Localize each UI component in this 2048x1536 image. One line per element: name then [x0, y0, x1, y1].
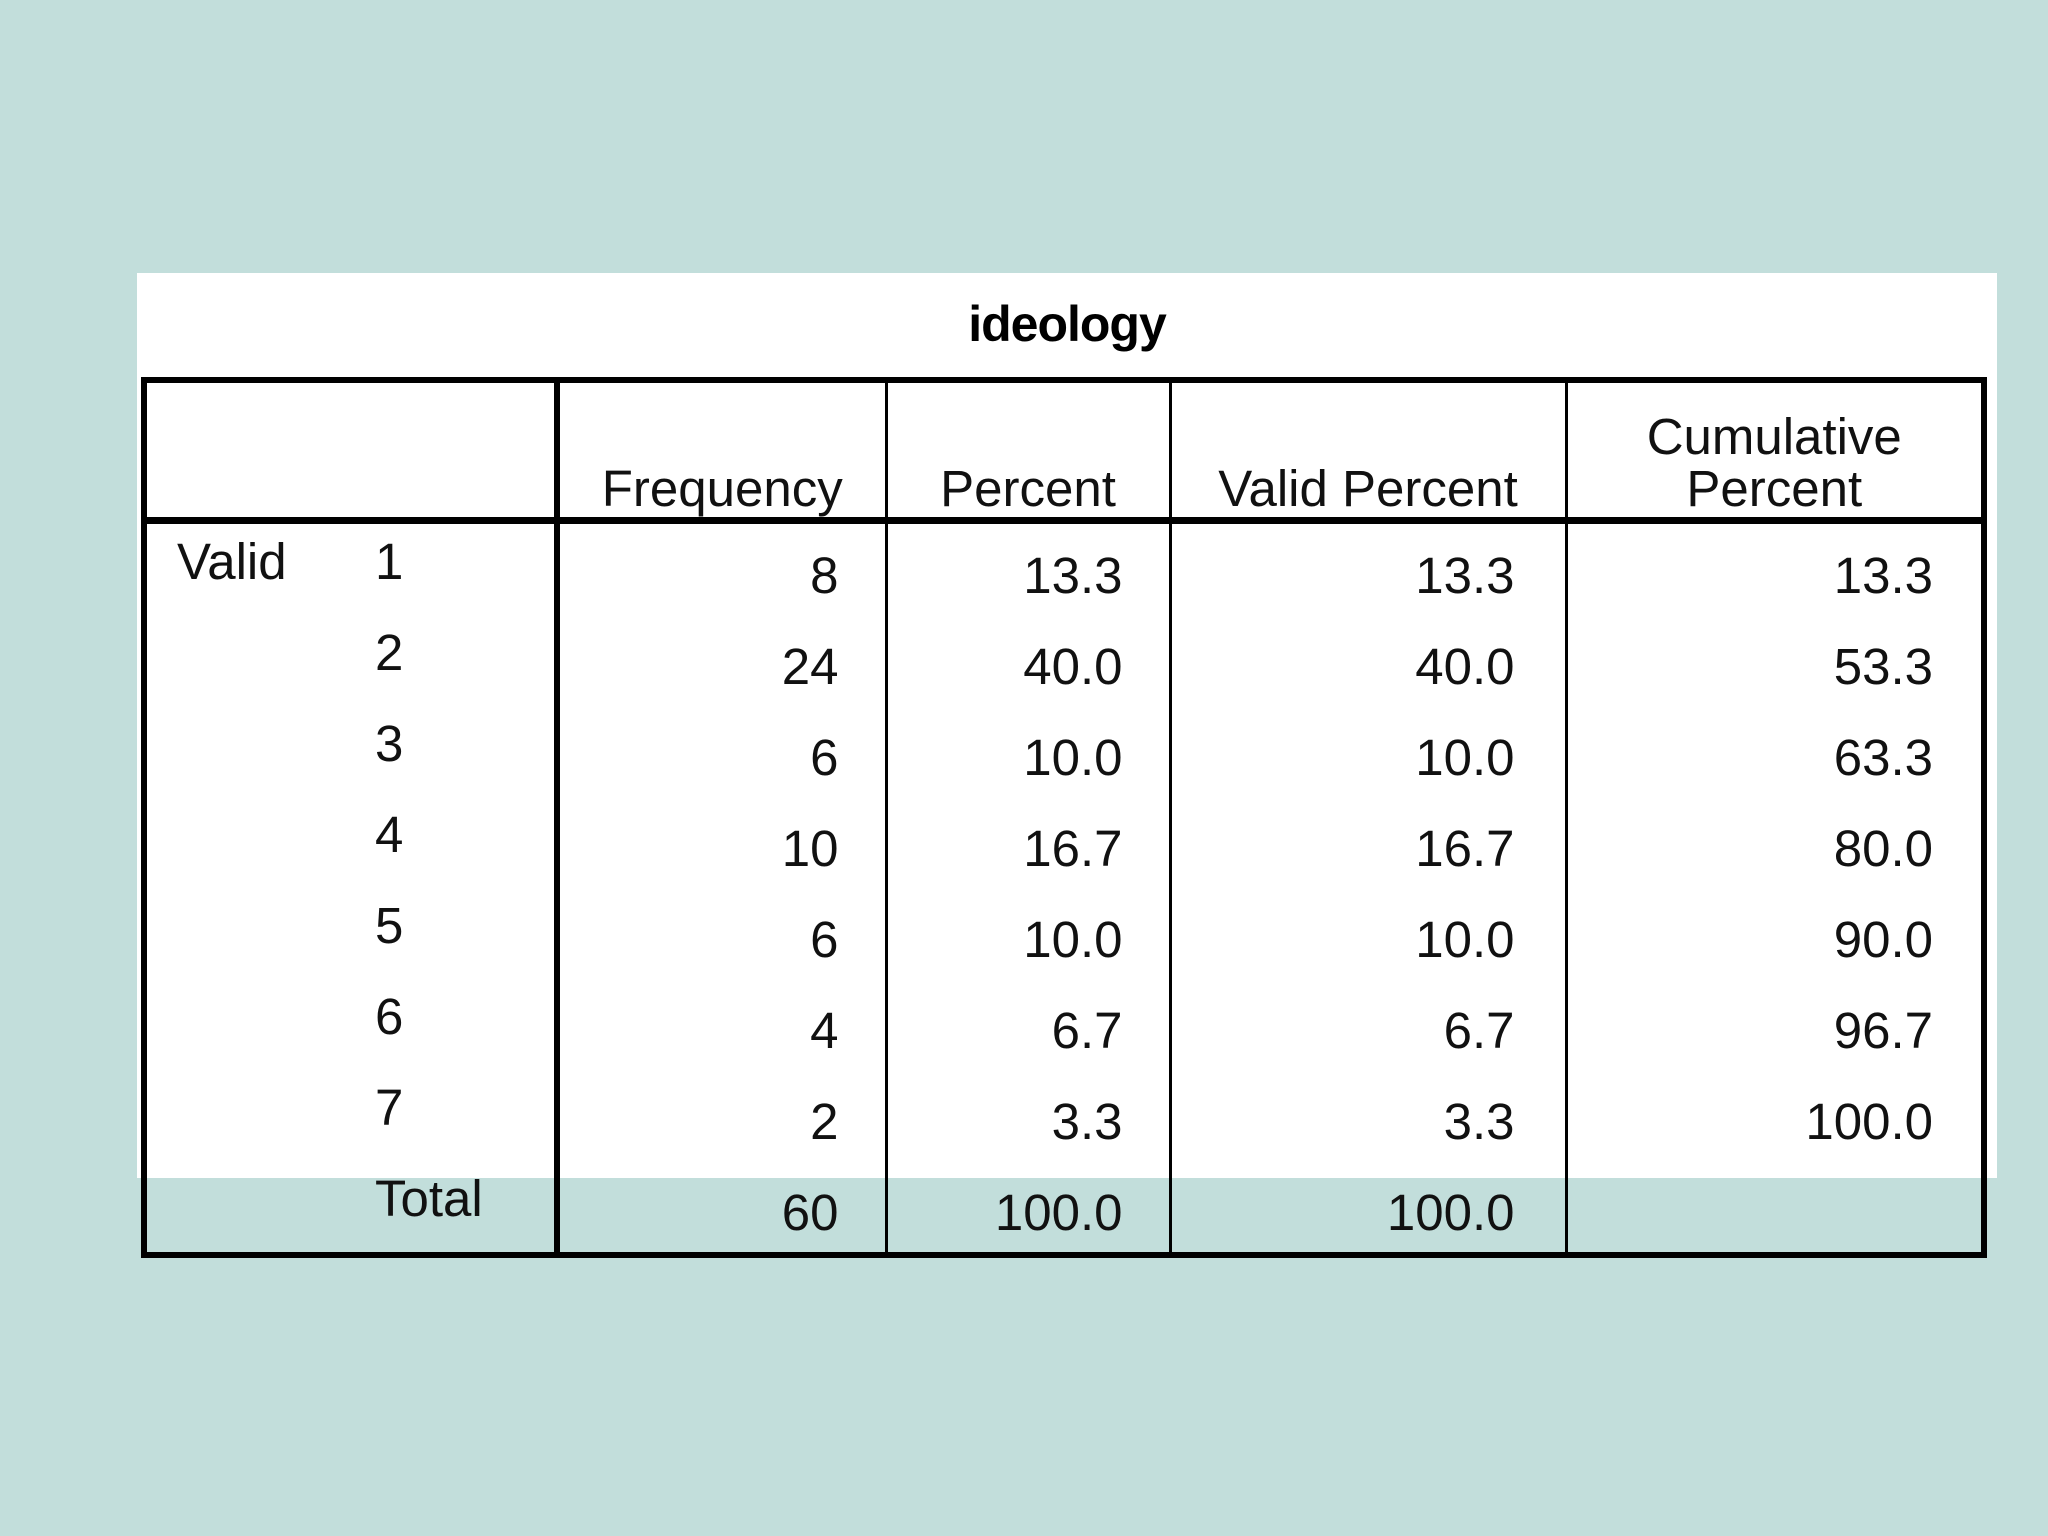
group-label-empty	[144, 1070, 340, 1161]
row-cumulative-percent	[1566, 1161, 1984, 1255]
table-row: Valid 1 8 13.3 13.3 13.3	[144, 520, 1984, 615]
table-row: 6 4 6.7 6.7 96.7	[144, 979, 1984, 1070]
group-label-empty	[144, 1161, 340, 1255]
group-label-empty	[144, 615, 340, 706]
group-label-empty	[144, 979, 340, 1070]
row-cumulative-percent: 63.3	[1833, 729, 1933, 786]
row-percent: 40.0	[886, 615, 1172, 706]
row-valid-percent: 6.7	[1170, 979, 1568, 1070]
row-frequency: 60	[557, 1161, 888, 1255]
row-valid-percent: 16.7	[1170, 797, 1568, 888]
row-frequency: 6	[557, 888, 888, 979]
table-row: 2 24 40.0 40.0 53.3	[144, 615, 1984, 706]
row-frequency: 8	[557, 520, 888, 615]
row-percent: 3.3	[886, 1070, 1172, 1161]
group-label-empty	[144, 888, 340, 979]
row-cumulative-percent: 80.0	[1833, 820, 1933, 877]
row-frequency: 4	[557, 979, 888, 1070]
row-frequency: 24	[557, 615, 888, 706]
header-row: Frequency Percent Valid Percent Cumulati…	[144, 380, 1984, 524]
row-cumulative-percent: 90.0	[1833, 911, 1933, 968]
row-valid-percent: 10.0	[1170, 888, 1568, 979]
header-cumulative-line1: Cumulative	[1646, 408, 1902, 465]
frequency-table-panel: ideology Frequency Percent Valid Percent…	[137, 273, 1997, 1258]
header-cumulative-line2: Percent	[1686, 460, 1863, 517]
row-valid-percent: 40.0	[1170, 615, 1568, 706]
row-frequency: 2	[557, 1070, 888, 1161]
row-percent: 16.7	[886, 797, 1172, 888]
row-cumulative-percent: 13.3	[1833, 547, 1933, 604]
row-value: 2	[340, 615, 560, 706]
header-valid-percent: Valid Percent	[1170, 380, 1568, 524]
row-value: Total	[340, 1161, 560, 1255]
row-value: 3	[340, 706, 560, 797]
row-value: 5	[340, 888, 560, 979]
row-frequency: 6	[557, 706, 888, 797]
row-cumulative-percent: 96.7	[1833, 1002, 1933, 1059]
row-percent: 6.7	[886, 979, 1172, 1070]
group-label-empty	[144, 797, 340, 888]
row-cumulative-percent: 53.3	[1833, 638, 1933, 695]
row-percent: 10.0	[886, 888, 1172, 979]
row-valid-percent: 13.3	[1170, 520, 1568, 615]
table-row-total: Total 60 100.0 100.0	[144, 1161, 1984, 1255]
row-percent: 100.0	[886, 1161, 1172, 1255]
header-frequency: Frequency	[557, 380, 888, 524]
header-corner	[144, 380, 560, 524]
row-value: 7	[340, 1070, 560, 1161]
group-label-empty	[144, 706, 340, 797]
header-cumulative-percent: Cumulative Percent	[1566, 380, 1984, 524]
table-title: ideology	[968, 296, 1167, 352]
row-valid-percent: 100.0	[1170, 1161, 1568, 1255]
group-label: Valid	[177, 533, 287, 590]
header-percent: Percent	[886, 380, 1172, 524]
row-valid-percent: 3.3	[1170, 1070, 1568, 1161]
table-row: 4 10 16.7 16.7 80.0	[144, 797, 1984, 888]
table-row: 7 2 3.3 3.3 100.0	[144, 1070, 1984, 1161]
row-valid-percent: 10.0	[1170, 706, 1568, 797]
row-percent: 13.3	[886, 520, 1172, 615]
row-value: 6	[340, 979, 560, 1070]
row-frequency: 10	[557, 797, 888, 888]
row-cumulative-percent: 100.0	[1805, 1093, 1933, 1150]
frequency-table: Frequency Percent Valid Percent Cumulati…	[141, 377, 1987, 1258]
table-row: 5 6 10.0 10.0 90.0	[144, 888, 1984, 979]
row-value: 4	[340, 797, 560, 888]
table-row: 3 6 10.0 10.0 63.3	[144, 706, 1984, 797]
row-value: 1	[340, 520, 560, 615]
row-percent: 10.0	[886, 706, 1172, 797]
